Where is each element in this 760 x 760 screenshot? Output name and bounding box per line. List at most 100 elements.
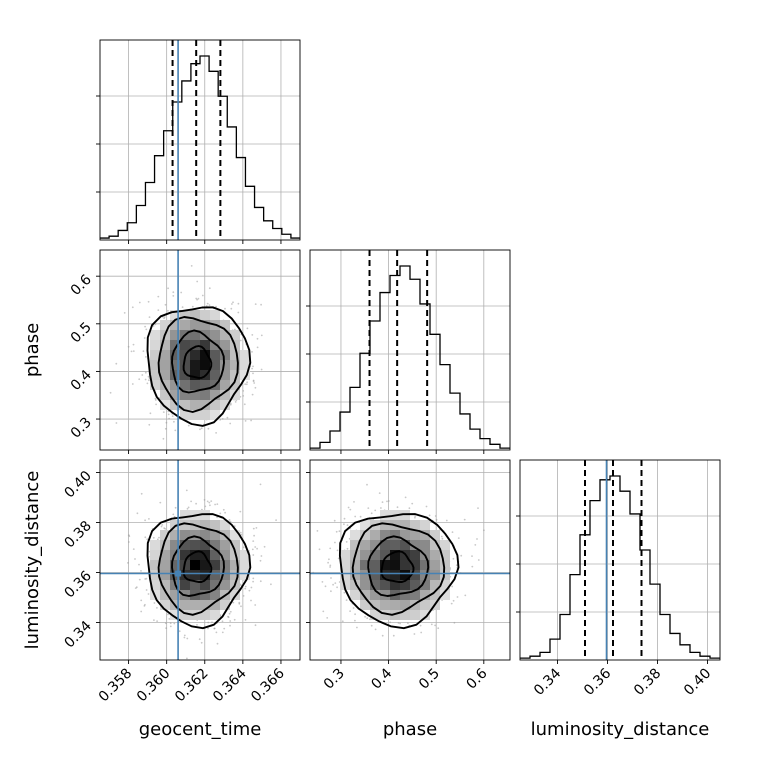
sample-point xyxy=(419,624,422,627)
sample-point xyxy=(200,427,203,430)
sample-point xyxy=(178,630,181,633)
density-cell xyxy=(170,390,180,400)
sample-point xyxy=(260,368,263,371)
sample-point xyxy=(239,510,242,513)
sample-point xyxy=(162,411,165,413)
sample-point xyxy=(208,287,211,290)
density-cell xyxy=(420,580,430,590)
sample-point xyxy=(329,566,331,568)
sample-point xyxy=(146,538,149,541)
sample-point xyxy=(230,307,233,310)
density-cell xyxy=(170,610,180,620)
sample-point xyxy=(138,563,140,566)
density-cell xyxy=(240,550,250,560)
density-cell xyxy=(160,580,170,590)
sample-point xyxy=(457,537,460,539)
density-cell xyxy=(350,590,360,600)
sample-point xyxy=(198,638,201,641)
density-cell xyxy=(200,340,210,350)
sample-point xyxy=(216,642,219,645)
density-cell xyxy=(220,360,230,370)
density-cell xyxy=(410,580,420,590)
density-cell xyxy=(170,320,180,330)
density-cell xyxy=(160,360,170,370)
sample-point xyxy=(240,533,243,536)
density-cell xyxy=(180,390,190,400)
density-cell xyxy=(170,570,180,580)
density-cell xyxy=(430,580,440,590)
sample-point xyxy=(154,323,157,326)
density-cell xyxy=(420,570,430,580)
sample-point xyxy=(251,393,254,396)
density-cell xyxy=(190,600,200,610)
sample-point xyxy=(171,415,174,417)
sample-point xyxy=(437,627,440,630)
density-cell xyxy=(420,610,430,620)
sample-point xyxy=(254,624,257,627)
sample-point xyxy=(127,541,130,543)
density-cell xyxy=(210,580,220,590)
density-cell xyxy=(420,560,430,570)
density-cell xyxy=(180,320,190,330)
sample-point xyxy=(248,589,251,592)
density-cell xyxy=(440,570,450,580)
sample-point xyxy=(223,627,226,630)
density-cell xyxy=(190,570,200,580)
density-cell xyxy=(150,340,160,350)
sample-point xyxy=(240,605,242,608)
density-cell xyxy=(440,590,450,600)
sample-point xyxy=(333,519,336,522)
density-cell xyxy=(220,370,230,380)
sample-point xyxy=(251,334,254,336)
panel-frame xyxy=(309,249,511,451)
sample-point xyxy=(196,624,198,626)
density-cell xyxy=(150,380,160,390)
sample-point xyxy=(224,511,227,514)
sample-point xyxy=(132,343,135,346)
density-cell xyxy=(170,360,180,370)
sample-point xyxy=(200,641,203,644)
sample-point xyxy=(187,424,190,427)
sample-point xyxy=(330,590,332,593)
sample-point xyxy=(215,432,218,434)
sample-point xyxy=(172,291,175,294)
sample-point xyxy=(347,506,350,509)
sample-point xyxy=(140,492,143,495)
sample-point xyxy=(460,554,463,557)
sample-point xyxy=(260,303,262,306)
sample-point xyxy=(341,620,344,623)
density-cell xyxy=(240,570,250,580)
sample-point xyxy=(346,547,349,550)
sample-point xyxy=(354,619,356,622)
sample-point xyxy=(366,483,368,486)
density-cell xyxy=(200,580,210,590)
x-tick-label-geocent_time: 0.358 xyxy=(96,666,136,706)
density-cell xyxy=(160,370,170,380)
sample-point xyxy=(452,557,455,560)
density-cell xyxy=(210,530,220,540)
sample-point xyxy=(343,523,345,526)
density-cell xyxy=(170,380,180,390)
sample-point xyxy=(190,265,193,267)
density-cell xyxy=(150,550,160,560)
y-tick-label-phase: 0.5 xyxy=(68,319,95,346)
density-cell xyxy=(390,560,400,570)
density-cell xyxy=(160,340,170,350)
sample-point xyxy=(414,516,416,519)
sample-point xyxy=(322,610,325,613)
density-cell xyxy=(440,540,450,550)
sample-point xyxy=(434,624,436,627)
sample-point xyxy=(343,591,346,594)
x-tick-label-phase: 0.3 xyxy=(321,666,348,693)
density-cell xyxy=(200,530,210,540)
density-cell xyxy=(360,560,370,570)
density-cell xyxy=(180,410,190,420)
density-cell xyxy=(380,530,390,540)
sample-point xyxy=(233,618,236,621)
sample-point xyxy=(337,557,340,560)
sample-point xyxy=(242,546,245,549)
density-cell xyxy=(160,540,170,550)
sample-point xyxy=(208,501,211,504)
sample-point xyxy=(239,531,242,534)
sample-point xyxy=(156,620,159,622)
